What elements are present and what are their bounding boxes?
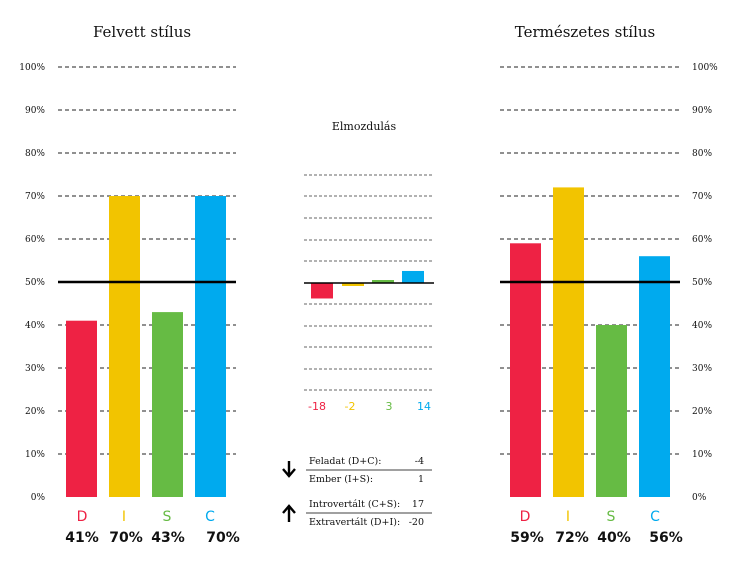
y-tick-label: 70% xyxy=(25,192,45,202)
category-label-I: I xyxy=(566,509,570,525)
shift-value-I: -2 xyxy=(345,400,356,413)
value-label-D: 41% xyxy=(65,530,99,546)
shift-value-C: 14 xyxy=(417,400,431,413)
legend-label: Ember (I+S): xyxy=(309,474,373,485)
y-tick-label: 100% xyxy=(19,63,45,73)
bar-C xyxy=(195,196,226,497)
category-label-D: D xyxy=(77,509,88,525)
legend-value: 1 xyxy=(418,474,424,485)
category-label-S: S xyxy=(163,509,172,525)
y-tick-label: 80% xyxy=(692,149,712,159)
shift-bar-D xyxy=(311,283,333,299)
legend-label: Introvertált (C+S): xyxy=(309,499,400,510)
value-label-D: 59% xyxy=(510,530,544,546)
value-label-S: 40% xyxy=(597,530,631,546)
y-tick-label: 90% xyxy=(692,106,712,116)
y-tick-label: 60% xyxy=(692,235,712,245)
category-label-C: C xyxy=(650,509,660,525)
chart-title: Elmozdulás xyxy=(332,120,397,133)
value-label-C: 56% xyxy=(649,530,683,546)
y-tick-label: 40% xyxy=(25,321,45,331)
bar-I xyxy=(553,187,584,497)
bar-I xyxy=(109,196,140,497)
bar-C xyxy=(639,256,670,497)
y-tick-label: 20% xyxy=(692,407,712,417)
legend-label: Feladat (D+C): xyxy=(309,456,381,467)
y-tick-label: 20% xyxy=(25,407,45,417)
value-label-I: 70% xyxy=(109,530,143,546)
chart-title: Felvett stílus xyxy=(93,23,191,41)
legend-value: -4 xyxy=(415,456,424,467)
arrow-up-icon xyxy=(282,504,296,522)
y-tick-label: 50% xyxy=(692,278,712,288)
value-label-I: 72% xyxy=(555,530,589,546)
category-label-S: S xyxy=(607,509,616,525)
shift-bar-I xyxy=(342,283,364,286)
y-tick-label: 10% xyxy=(692,450,712,460)
legend-value: -20 xyxy=(409,517,424,528)
arrow-down-icon xyxy=(282,461,296,478)
y-tick-label: 30% xyxy=(25,364,45,374)
bar-S xyxy=(152,312,183,497)
y-tick-label: 0% xyxy=(692,493,707,503)
category-label-I: I xyxy=(122,509,126,525)
category-label-D: D xyxy=(520,509,531,525)
y-tick-label: 80% xyxy=(25,149,45,159)
y-tick-label: 0% xyxy=(31,493,46,503)
category-label-C: C xyxy=(205,509,215,525)
bar-D xyxy=(66,320,97,497)
shift-bar-C xyxy=(402,270,424,283)
chart-title: Természetes stílus xyxy=(515,23,656,41)
y-tick-label: 100% xyxy=(692,63,718,73)
y-tick-label: 90% xyxy=(25,106,45,116)
bar-S xyxy=(596,325,627,497)
shift-value-S: 3 xyxy=(386,400,393,413)
value-label-S: 43% xyxy=(151,530,185,546)
shift-value-D: -18 xyxy=(308,400,326,413)
legend-label: Extravertált (D+I): xyxy=(309,517,400,528)
legend-value: 17 xyxy=(412,499,424,510)
bar-D xyxy=(510,243,541,497)
y-tick-label: 60% xyxy=(25,235,45,245)
shift-bar-S xyxy=(372,280,394,283)
y-tick-label: 50% xyxy=(25,278,45,288)
y-tick-label: 10% xyxy=(25,450,45,460)
y-tick-label: 30% xyxy=(692,364,712,374)
y-tick-label: 40% xyxy=(692,321,712,331)
value-label-C: 70% xyxy=(206,530,240,546)
y-tick-label: 70% xyxy=(692,192,712,202)
